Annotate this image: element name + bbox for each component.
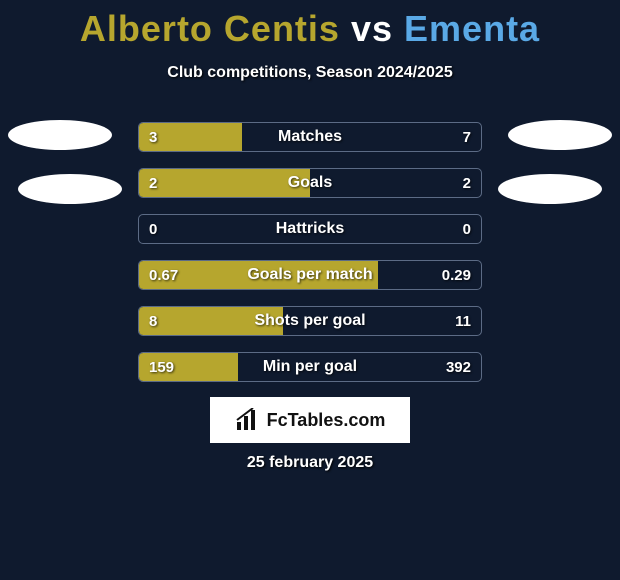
player1-photo-placeholder-bottom: [18, 174, 122, 204]
stat-bar-fill: [139, 307, 283, 335]
title-player1: Alberto Centis: [80, 8, 340, 49]
stat-bar: 811Shots per goal: [138, 306, 482, 336]
stat-left-value: 0.67: [149, 261, 178, 289]
stat-left-value: 8: [149, 307, 157, 335]
stat-left-value: 2: [149, 169, 157, 197]
stat-right-value: 0.29: [442, 261, 471, 289]
stats-bars: 37Matches22Goals00Hattricks0.670.29Goals…: [138, 122, 482, 398]
stat-left-value: 159: [149, 353, 174, 381]
date-text: 25 february 2025: [0, 454, 620, 472]
player2-photo-placeholder-top: [508, 120, 612, 150]
title-player2: Ementa: [404, 8, 540, 49]
stat-right-value: 7: [463, 123, 471, 151]
stat-left-value: 0: [149, 215, 157, 243]
stat-bar: 0.670.29Goals per match: [138, 260, 482, 290]
bar-chart-icon: [235, 408, 261, 432]
stat-right-value: 0: [463, 215, 471, 243]
title-vs: vs: [351, 8, 393, 49]
page-title: Alberto Centis vs Ementa: [0, 0, 620, 50]
player2-photo-placeholder-bottom: [498, 174, 602, 204]
stat-bar: 159392Min per goal: [138, 352, 482, 382]
stat-right-value: 11: [455, 307, 471, 335]
stat-right-value: 392: [446, 353, 471, 381]
stat-bar: 0 0Hattricks: [138, 214, 482, 244]
stat-label: Hattricks: [139, 215, 481, 243]
stat-bar: 37Matches: [138, 122, 482, 152]
fctables-logo: FcTables.com: [210, 397, 410, 443]
player1-photo-placeholder-top: [8, 120, 112, 150]
stat-right-value: 2: [463, 169, 471, 197]
stat-bar-fill: [139, 169, 310, 197]
stat-left-value: 3: [149, 123, 157, 151]
subtitle: Club competitions, Season 2024/2025: [0, 64, 620, 82]
logo-text: FcTables.com: [267, 410, 386, 431]
stat-bar: 22Goals: [138, 168, 482, 198]
